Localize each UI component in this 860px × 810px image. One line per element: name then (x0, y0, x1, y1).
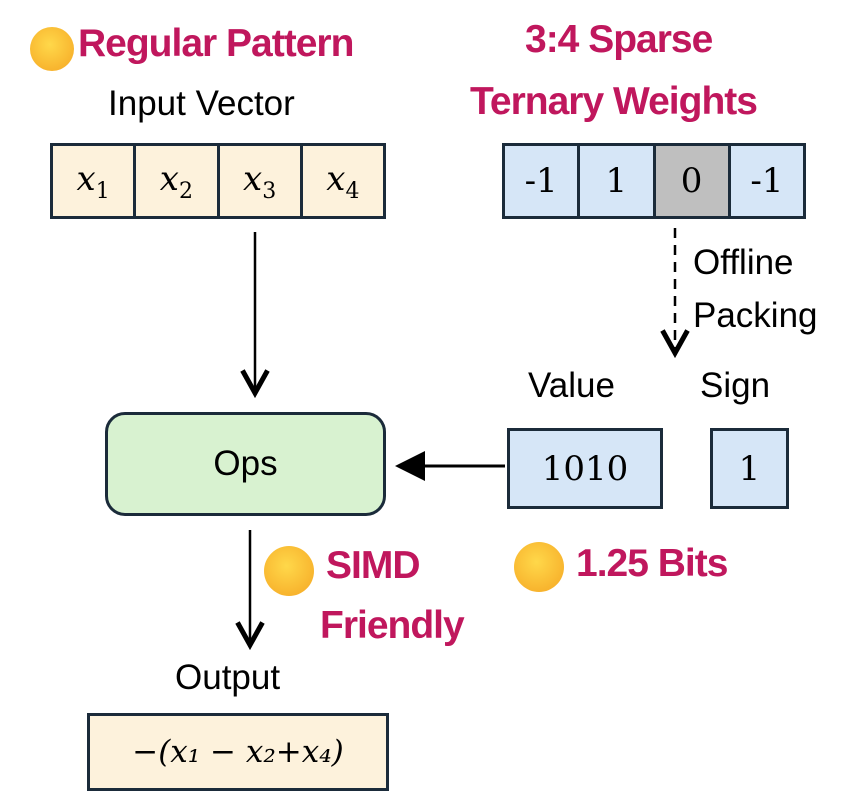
input-cell: x4 (326, 158, 360, 204)
packing-label-2: Packing (693, 296, 818, 335)
packing-label-1: Offline (693, 243, 794, 282)
input-cell: x3 (220, 146, 303, 216)
output-label: Output (175, 658, 281, 697)
weight-cell-zero: 0 (655, 146, 731, 216)
bits-label: 1.25 Bits (576, 542, 728, 585)
smiling-face-icon (514, 542, 564, 592)
value-label: Value (528, 366, 615, 405)
simd-label-2: Friendly (320, 604, 465, 647)
right-heading-line2: Ternary Weights (470, 80, 758, 123)
sign-box: 1 (710, 428, 789, 509)
weight-cell: -1 (750, 161, 784, 201)
ops-box: Ops (105, 412, 386, 516)
input-cell: x1 (53, 146, 137, 216)
sign-label: Sign (700, 366, 771, 405)
value-box: 1010 (507, 428, 663, 509)
output-box: −(x₁ − x₂+x₄) (87, 713, 389, 791)
input-vector: x1 x2 x3 x4 (50, 143, 386, 219)
left-heading: Regular Pattern (78, 22, 354, 65)
input-cell: x2 (136, 146, 220, 216)
smiling-face-icon (264, 546, 314, 596)
ternary-weights: -1 1 0 -1 (502, 143, 806, 219)
simd-label-1: SIMD (326, 544, 420, 587)
right-heading-line1: 3:4 Sparse (525, 18, 713, 61)
input-label: Input Vector (108, 84, 295, 123)
weight-cell: -1 (505, 146, 581, 216)
smiling-face-icon (30, 27, 74, 71)
weight-cell: 1 (580, 146, 656, 216)
